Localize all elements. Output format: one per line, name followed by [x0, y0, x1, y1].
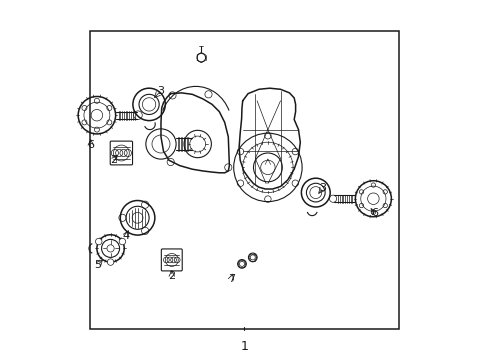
Circle shape: [119, 238, 125, 245]
Circle shape: [95, 238, 102, 245]
Text: 5: 5: [94, 260, 101, 270]
Text: 1: 1: [240, 340, 248, 353]
Text: 3: 3: [319, 183, 326, 193]
Text: 2: 2: [168, 271, 175, 282]
Text: 4: 4: [122, 231, 129, 241]
Text: 6: 6: [370, 208, 378, 218]
Bar: [90, 31, 398, 329]
Text: 3: 3: [157, 86, 164, 96]
Text: 6: 6: [87, 140, 94, 150]
Circle shape: [107, 259, 114, 265]
Text: 7: 7: [227, 274, 234, 284]
Text: 2: 2: [110, 155, 117, 165]
